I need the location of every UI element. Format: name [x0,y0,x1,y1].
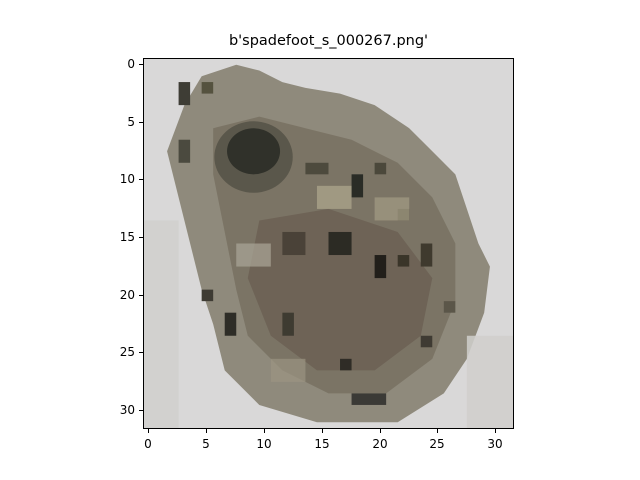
y-tick-mark [139,295,143,296]
x-tick-label: 10 [256,437,272,451]
x-tick-mark [148,429,149,433]
y-tick-label: 30 [119,403,135,417]
y-tick-mark [139,237,143,238]
y-tick-mark [139,410,143,411]
y-tick-mark [139,122,143,123]
x-tick-mark [380,429,381,433]
y-tick-label: 10 [119,172,135,186]
x-tick-mark [437,429,438,433]
image-axes [143,58,514,429]
plot-title: b'spadefoot_s_000267.png' [228,33,429,49]
x-tick-label: 30 [487,437,503,451]
y-tick-label: 5 [127,115,135,129]
pixel-image-svg [144,59,513,428]
x-tick-label: 20 [372,437,388,451]
x-tick-mark [495,429,496,433]
x-tick-mark [264,429,265,433]
x-tick-label: 15 [314,437,330,451]
spadefoot-toad-pixel-image [144,59,513,428]
y-tick-label: 25 [119,345,135,359]
x-tick-label: 25 [429,437,445,451]
x-tick-mark [322,429,323,433]
y-tick-mark [139,64,143,65]
x-tick-mark [206,429,207,433]
x-tick-label: 0 [144,437,152,451]
y-tick-label: 0 [127,57,135,71]
y-tick-label: 15 [119,230,135,244]
y-tick-mark [139,179,143,180]
x-tick-label: 5 [202,437,210,451]
y-tick-label: 20 [119,288,135,302]
y-tick-mark [139,352,143,353]
